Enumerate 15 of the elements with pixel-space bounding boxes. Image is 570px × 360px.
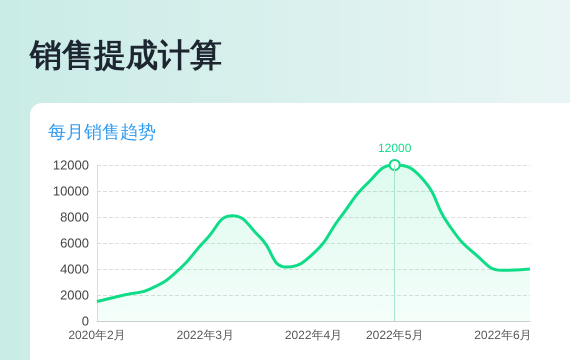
x-tick-label: 2022年5月 [366,328,424,342]
y-tick-label: 8000 [60,210,89,224]
y-tick-label: 12000 [52,158,89,172]
chart-title: 销售提成计算 [30,35,222,76]
x-tick-label: 2022年4月 [284,328,342,342]
x-tick-label: 2022年6月 [474,328,532,342]
x-tick-label: 2022年3月 [176,328,234,342]
y-tick-label: 0 [82,314,89,328]
y-tick-label: 2000 [60,288,89,302]
x-tick-label: 2020年2月 [68,328,126,342]
y-tick-label: 6000 [60,236,89,250]
y-tick-label: 10000 [52,184,89,198]
y-tick-label: 4000 [60,262,89,276]
chart-subtitle: 每月销售趋势 [48,121,156,144]
data-label: 12000 [378,141,412,155]
